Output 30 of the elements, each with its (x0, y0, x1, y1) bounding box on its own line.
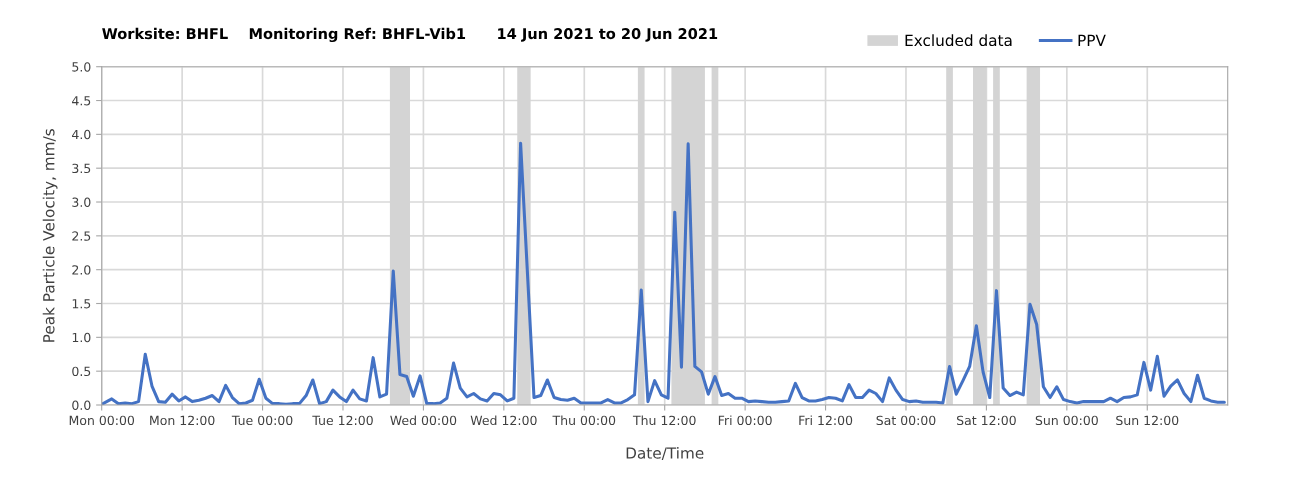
y-tick-label: 0.5 (72, 366, 91, 377)
x-tick-label: Fri 12:00 (799, 415, 853, 426)
x-tick-label: Sat 00:00 (876, 415, 936, 426)
x-tick-label: Fri 00:00 (718, 415, 772, 426)
x-tick-label: Tue 00:00 (231, 415, 293, 426)
legend-label: Excluded data (905, 34, 1012, 47)
y-tick-label: 4.5 (72, 96, 91, 106)
y-tick-label: 1.0 (72, 332, 91, 343)
legend-label: PPV (1078, 34, 1106, 46)
x-tick-label: Tue 12:00 (312, 415, 373, 426)
x-tick-label: Mon 12:00 (150, 415, 215, 426)
x-tick-label: Mon 00:00 (69, 415, 135, 426)
y-axis-title: Peak Particle Velocity, mm/s (42, 129, 58, 342)
y-tick-label: 1.5 (72, 299, 91, 309)
x-tick-label: Thu 00:00 (552, 415, 616, 426)
x-axis-title: Date/Time (626, 446, 704, 460)
y-tick-label: 4.0 (72, 129, 91, 140)
x-tick-label: Wed 00:00 (390, 415, 457, 426)
x-tick-label: Sun 00:00 (1035, 415, 1098, 426)
x-tick-label: Thu 12:00 (632, 415, 696, 426)
y-tick-label: 3.0 (72, 197, 91, 207)
chart-title: Worksite: BHFL Monitoring Ref: BHFL-Vib1 14 Jun 2021 to 20 Jun 2021 (102, 27, 718, 43)
y-tick-label: 3.5 (72, 163, 91, 174)
y-tick-label: 2.5 (72, 231, 91, 241)
x-tick-label: Sun 12:00 (1116, 415, 1179, 426)
y-tick-label: 0.0 (72, 400, 91, 410)
x-tick-label: Sat 12:00 (956, 415, 1016, 426)
y-tick-label: 2.0 (72, 265, 91, 275)
y-tick-label: 5.0 (72, 62, 91, 72)
x-tick-label: Wed 12:00 (470, 415, 537, 426)
